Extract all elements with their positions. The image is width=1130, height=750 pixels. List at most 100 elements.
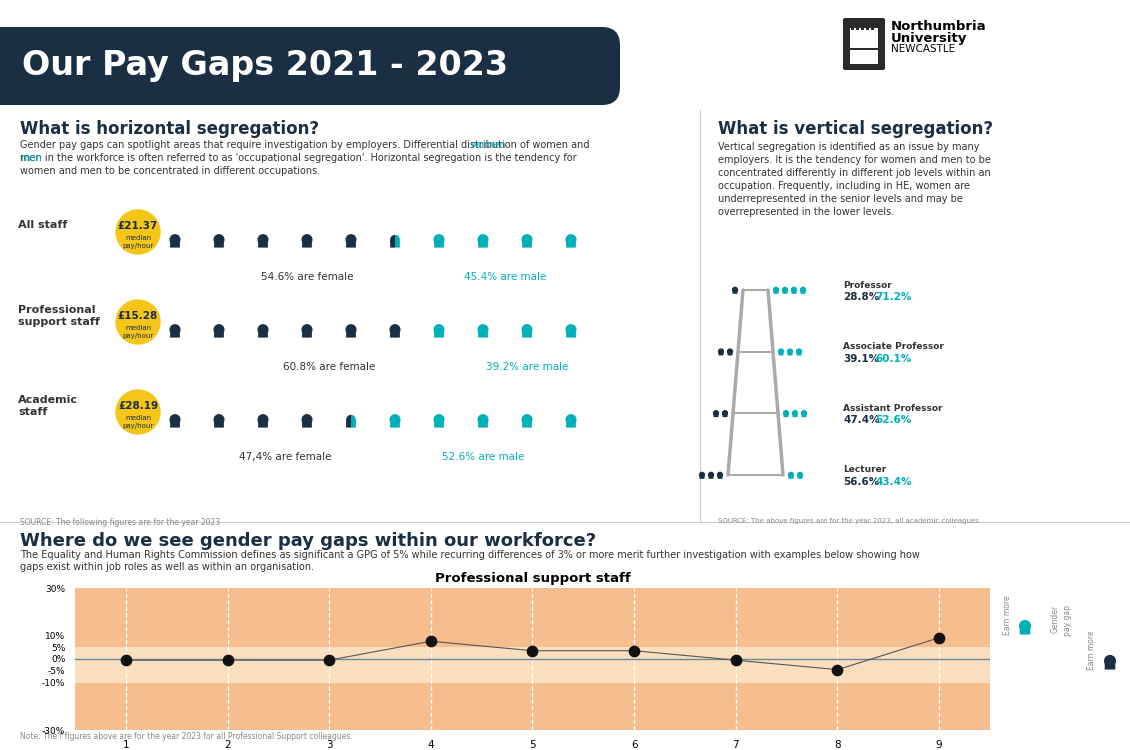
Circle shape (522, 415, 532, 424)
Bar (861, 22, 864, 30)
FancyBboxPatch shape (522, 331, 532, 338)
Circle shape (434, 235, 444, 244)
FancyBboxPatch shape (434, 331, 444, 338)
Bar (850, 28, 878, 48)
FancyBboxPatch shape (791, 290, 797, 294)
FancyBboxPatch shape (1105, 662, 1115, 670)
FancyBboxPatch shape (258, 331, 268, 338)
Bar (75, 682, 990, 730)
Circle shape (302, 325, 312, 334)
Text: University: University (890, 32, 967, 45)
FancyBboxPatch shape (798, 476, 802, 478)
Text: 54.6% are female: 54.6% are female (261, 272, 354, 282)
Circle shape (302, 235, 312, 244)
Text: women and men to be concentrated in different occupations.: women and men to be concentrated in diff… (20, 166, 320, 176)
Text: pay/hour: pay/hour (122, 423, 154, 429)
Text: 52.6% are male: 52.6% are male (442, 452, 524, 462)
Point (727, 654, 745, 666)
Circle shape (171, 235, 180, 244)
Text: Professor: Professor (843, 280, 892, 290)
Circle shape (434, 325, 444, 334)
Text: All staff: All staff (18, 220, 68, 230)
Text: 45.4% are male: 45.4% are male (463, 272, 546, 282)
Point (523, 645, 541, 657)
Circle shape (792, 411, 798, 416)
Text: SOURCE: The above figures are for the year 2023, all academic colleagues: SOURCE: The above figures are for the ye… (718, 518, 979, 524)
Text: 47,4% are female: 47,4% are female (238, 452, 331, 462)
Text: median: median (125, 415, 151, 421)
Circle shape (346, 325, 356, 334)
FancyBboxPatch shape (346, 241, 356, 248)
FancyBboxPatch shape (722, 413, 728, 417)
Circle shape (478, 235, 488, 244)
Circle shape (258, 325, 268, 334)
Text: pay/hour: pay/hour (122, 243, 154, 249)
Circle shape (302, 415, 312, 424)
Text: underrepresented in the senior levels and may be: underrepresented in the senior levels an… (718, 194, 963, 204)
Circle shape (215, 325, 224, 334)
FancyBboxPatch shape (346, 331, 356, 338)
Text: Gender pay gaps can spotlight areas that require investigation by employers. Dif: Gender pay gaps can spotlight areas that… (20, 140, 590, 150)
Circle shape (522, 325, 532, 334)
Bar (75, 588, 990, 647)
Circle shape (699, 472, 704, 477)
Wedge shape (390, 235, 395, 244)
Text: Lecturer: Lecturer (843, 466, 886, 475)
FancyBboxPatch shape (718, 476, 722, 478)
Text: Earn more: Earn more (1002, 595, 1011, 634)
FancyBboxPatch shape (843, 18, 885, 70)
Text: NEWCASTLE: NEWCASTLE (890, 44, 955, 54)
Text: women: women (471, 140, 506, 150)
Bar (75, 670, 990, 682)
Circle shape (346, 235, 356, 244)
Text: concentrated differently in different job levels within an: concentrated differently in different jo… (718, 168, 991, 178)
Circle shape (390, 415, 400, 424)
Text: 39.2% are male: 39.2% are male (486, 362, 568, 372)
Wedge shape (396, 235, 400, 244)
Text: 43.4%: 43.4% (875, 477, 912, 487)
Text: 39.1%: 39.1% (843, 354, 879, 364)
Text: £21.37: £21.37 (118, 221, 158, 231)
Text: £28.19: £28.19 (118, 401, 158, 411)
Circle shape (801, 411, 807, 416)
FancyBboxPatch shape (800, 290, 806, 294)
Point (218, 654, 236, 666)
FancyBboxPatch shape (0, 27, 620, 105)
Circle shape (800, 287, 806, 292)
Text: median: median (125, 325, 151, 331)
Text: Professional: Professional (18, 305, 96, 315)
FancyBboxPatch shape (797, 352, 801, 356)
Circle shape (774, 287, 779, 292)
Circle shape (783, 411, 789, 416)
FancyBboxPatch shape (434, 421, 444, 428)
Text: support staff: support staff (18, 317, 99, 327)
Circle shape (722, 411, 728, 416)
Circle shape (728, 349, 732, 354)
FancyBboxPatch shape (478, 421, 488, 428)
Text: SOURCE: The following figures are for the year 2023: SOURCE: The following figures are for th… (20, 518, 220, 527)
FancyBboxPatch shape (566, 241, 576, 248)
Title: Professional support staff: Professional support staff (435, 572, 631, 586)
Text: Academic: Academic (18, 395, 78, 405)
FancyBboxPatch shape (774, 290, 779, 294)
Circle shape (434, 415, 444, 424)
FancyBboxPatch shape (390, 241, 395, 248)
Bar (851, 22, 854, 30)
Circle shape (797, 349, 801, 354)
FancyBboxPatch shape (351, 421, 356, 428)
Point (116, 654, 134, 666)
Circle shape (788, 349, 792, 354)
FancyBboxPatch shape (522, 241, 532, 248)
Text: men: men (20, 153, 42, 163)
FancyBboxPatch shape (709, 476, 713, 478)
Circle shape (566, 325, 576, 334)
FancyBboxPatch shape (788, 352, 792, 356)
Bar (75, 647, 990, 659)
FancyBboxPatch shape (1019, 627, 1031, 634)
Text: 60.1%: 60.1% (875, 354, 911, 364)
Circle shape (478, 325, 488, 334)
FancyBboxPatch shape (302, 331, 312, 338)
Circle shape (1019, 620, 1031, 632)
Circle shape (783, 287, 788, 292)
FancyBboxPatch shape (171, 331, 180, 338)
